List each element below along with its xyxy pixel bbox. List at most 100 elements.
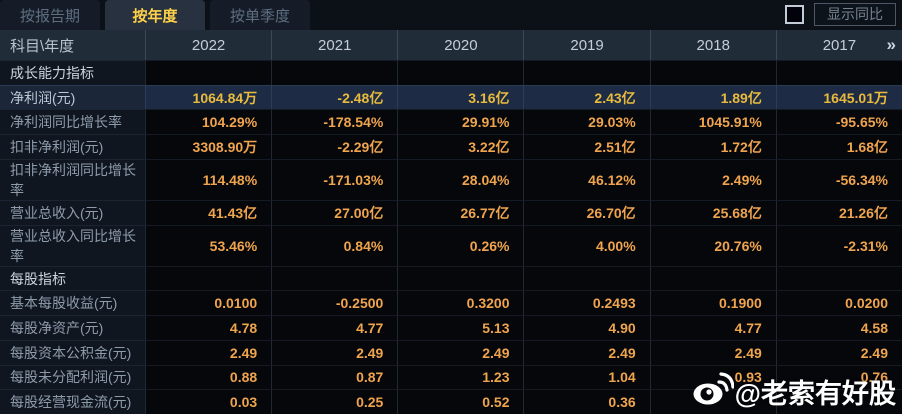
cell-value: 29.03%: [523, 109, 650, 135]
column-header-2019: 2019: [523, 30, 649, 60]
cell-value: 2.49: [397, 339, 524, 365]
cell-value: 0.0100: [145, 290, 272, 316]
table-row[interactable]: 扣非净利润(元) 3308.90万 -2.29亿 3.22亿 2.51亿 1.72亿 1.6…: [0, 134, 902, 159]
cell-value: [145, 60, 272, 85]
table-body: 成长能力指标 净利润(元) 1064.84万 -2.48亿 3.16亿 2.43亿 1.89…: [0, 60, 902, 414]
table-row[interactable]: 营业总收入同比增长率 53.46% 0.84% 0.26% 4.00% 20.76% -2.…: [0, 224, 902, 266]
cell-value: 0.25: [271, 389, 398, 414]
row-label: 每股指标: [0, 265, 145, 291]
tab-by-year[interactable]: 按年度: [105, 0, 205, 30]
cell-value: 0.52: [397, 389, 524, 414]
cell-value: [775, 389, 902, 414]
table-row[interactable]: 净利润同比增长率 104.29% -178.54% 29.91% 29.03% 1045.…: [0, 109, 902, 135]
cell-value: 26.77亿: [397, 199, 524, 225]
table-row[interactable]: 每股未分配利润(元) 0.88 0.87 1.23 1.04 0.93 0.76: [0, 364, 902, 390]
cell-value: 0.76: [775, 364, 902, 390]
cell-value: [775, 60, 902, 85]
cell-value: [523, 265, 650, 291]
cell-value: 25.68亿: [649, 199, 776, 225]
table-row[interactable]: 每股资本公积金(元) 2.49 2.49 2.49 2.49 2.49 2.49: [0, 339, 902, 365]
cell-value: [649, 60, 776, 85]
table-row[interactable]: 净利润(元) 1064.84万 -2.48亿 3.16亿 2.43亿 1.89亿 1645.…: [0, 84, 902, 110]
more-columns-icon[interactable]: »: [886, 35, 897, 54]
row-label: 成长能力指标: [0, 60, 145, 85]
cell-value: 2.49%: [649, 158, 776, 200]
cell-value: 1064.84万: [145, 84, 272, 110]
cell-value: 4.90: [523, 315, 650, 340]
table-row[interactable]: 每股指标: [0, 265, 902, 291]
tab-by-report-period[interactable]: 按报告期: [0, 0, 100, 30]
cell-value: 0.2493: [523, 290, 650, 316]
cell-value: 0.36: [523, 389, 650, 414]
cell-value: -171.03%: [271, 158, 398, 200]
table-row[interactable]: 成长能力指标: [0, 60, 902, 85]
cell-value: 0.87: [271, 364, 398, 390]
cell-value: [145, 265, 272, 291]
cell-value: 0.3200: [397, 290, 524, 316]
tab-by-single-quarter[interactable]: 按单季度: [210, 0, 310, 30]
table-header-row: 科目\年度 2022 2021 2020 2019 2018 2017 »: [0, 30, 902, 60]
row-label: 每股未分配利润(元): [0, 364, 145, 390]
column-header-2017-label: 2017: [822, 36, 857, 54]
cell-value: 0.03: [145, 389, 272, 414]
cell-value: 3308.90万: [145, 134, 272, 159]
row-label: 营业总收入同比增长率: [0, 224, 145, 266]
cell-value: 1645.01万: [775, 84, 902, 110]
cell-value: 1.68亿: [775, 134, 902, 159]
column-header-2020: 2020: [397, 30, 523, 60]
cell-value: 53.46%: [145, 224, 272, 266]
cell-value: -178.54%: [271, 109, 398, 135]
cell-value: 2.49: [649, 339, 776, 365]
cell-value: -2.48亿: [271, 84, 398, 110]
cell-value: 0.1900: [649, 290, 776, 316]
table-row[interactable]: 营业总收入(元) 41.43亿 27.00亿 26.77亿 26.70亿 25.68亿 21…: [0, 199, 902, 225]
cell-value: 21.26亿: [775, 199, 902, 225]
cell-value: 0.0200: [775, 290, 902, 316]
cell-value: 1.89亿: [649, 84, 776, 110]
cell-value: 0.84%: [271, 224, 398, 266]
cell-value: [397, 60, 524, 85]
corner-header: 科目\年度: [10, 37, 75, 55]
cell-value: [775, 265, 902, 291]
row-label: 净利润(元): [0, 84, 145, 110]
cell-value: 41.43亿: [145, 199, 272, 225]
cell-value: 26.70亿: [523, 199, 650, 225]
cell-value: 104.29%: [145, 109, 272, 135]
cell-value: 114.48%: [145, 158, 272, 200]
cell-value: [649, 389, 776, 414]
row-label: 净利润同比增长率: [0, 109, 145, 135]
period-tab-bar: 按报告期 按年度 按单季度 显示同比: [0, 0, 902, 30]
table-row[interactable]: 每股经营现金流(元) 0.03 0.25 0.52 0.36: [0, 389, 902, 414]
cell-value: [649, 265, 776, 291]
cell-value: 2.43亿: [523, 84, 650, 110]
cell-value: 4.77: [649, 315, 776, 340]
row-label: 每股经营现金流(元): [0, 389, 145, 414]
cell-value: 0.93: [649, 364, 776, 390]
cell-value: 2.49: [271, 339, 398, 365]
cell-value: -0.2500: [271, 290, 398, 316]
row-label: 扣非净利润同比增长率: [0, 158, 145, 200]
table-row[interactable]: 扣非净利润同比增长率 114.48% -171.03% 28.04% 46.12% 2.4…: [0, 158, 902, 200]
row-label: 每股净资产(元): [0, 315, 145, 340]
cell-value: -56.34%: [775, 158, 902, 200]
cell-value: 4.77: [271, 315, 398, 340]
cell-value: 4.00%: [523, 224, 650, 266]
cell-value: 0.26%: [397, 224, 524, 266]
cell-value: 1.23: [397, 364, 524, 390]
column-header-2018: 2018: [649, 30, 776, 60]
row-label: 扣非净利润(元): [0, 134, 145, 159]
column-header-2021: 2021: [271, 30, 397, 60]
show-yoy-checkbox[interactable]: [785, 5, 804, 24]
cell-value: 5.13: [397, 315, 524, 340]
cell-value: [523, 60, 650, 85]
show-yoy-label[interactable]: 显示同比: [814, 3, 896, 26]
row-label: 营业总收入(元): [0, 199, 145, 225]
cell-value: [271, 60, 398, 85]
table-row[interactable]: 基本每股收益(元) 0.0100 -0.2500 0.3200 0.2493 0.1900…: [0, 290, 902, 316]
cell-value: -95.65%: [775, 109, 902, 135]
cell-value: [271, 265, 398, 291]
cell-value: -2.31%: [775, 224, 902, 266]
cell-value: 4.58: [775, 315, 902, 340]
cell-value: 3.16亿: [397, 84, 524, 110]
table-row[interactable]: 每股净资产(元) 4.78 4.77 5.13 4.90 4.77 4.58: [0, 315, 902, 340]
